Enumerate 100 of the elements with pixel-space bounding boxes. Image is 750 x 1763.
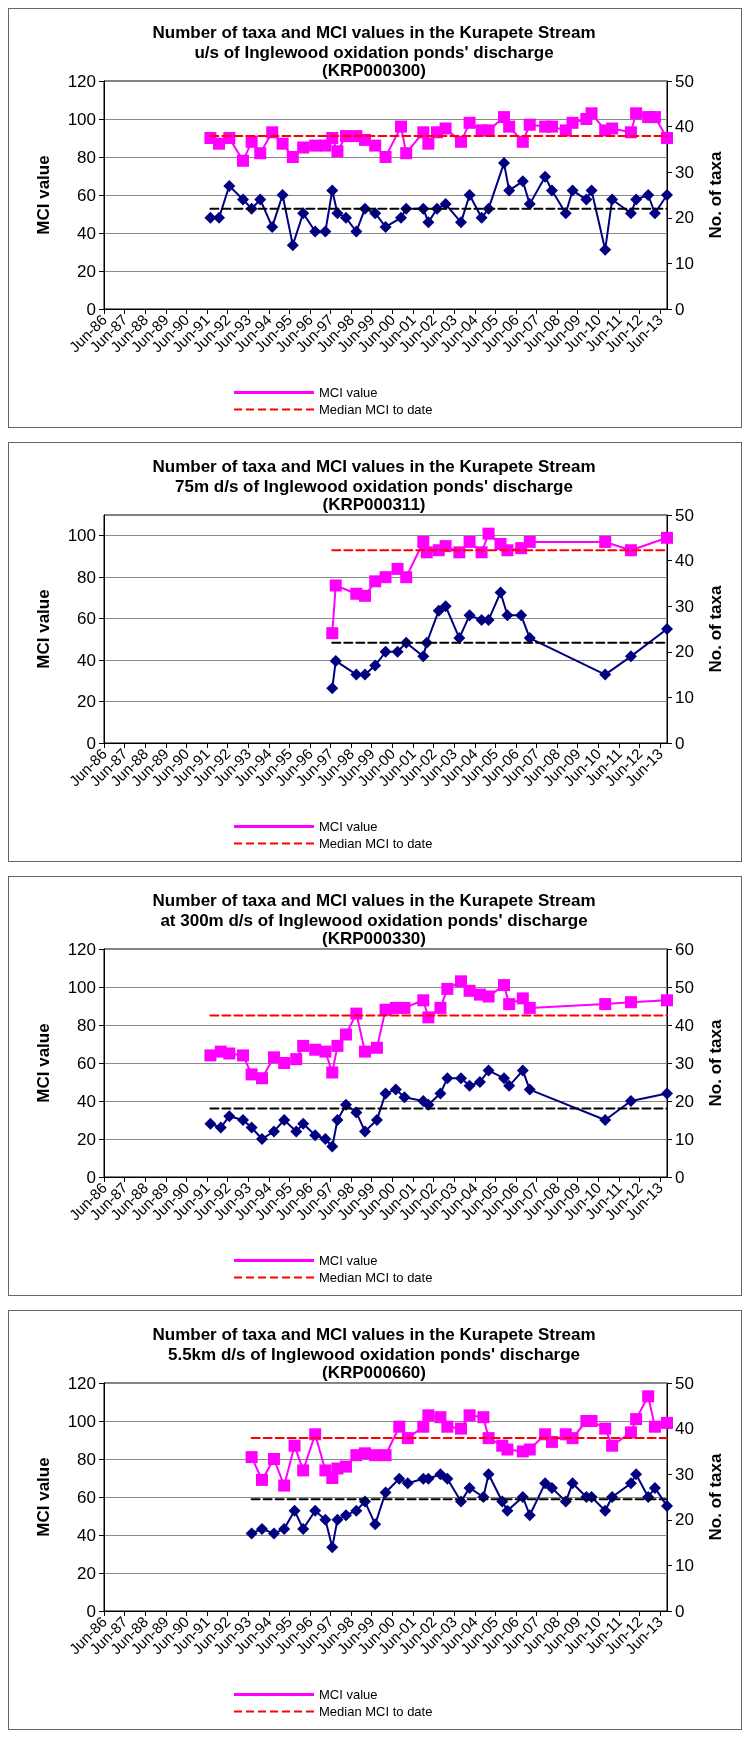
point	[463, 189, 476, 201]
point	[223, 1047, 236, 1060]
y2-tick-label: 40	[675, 1015, 694, 1035]
y2-tick-label: 50	[675, 977, 694, 997]
point	[350, 225, 363, 238]
point	[379, 645, 392, 658]
point	[648, 111, 661, 124]
point	[501, 609, 514, 622]
point	[395, 120, 408, 133]
y2-tick-label: 30	[675, 162, 694, 182]
point	[339, 211, 352, 224]
y-tick-label: 20	[77, 261, 96, 281]
chart-title: Number of taxa and MCI values in the Kurapete Stream 5.5km d/s of Inglewood oxidation ponds' discharge	[152, 1324, 596, 1364]
y2-tick-label: 10	[675, 1555, 694, 1575]
point	[434, 1468, 447, 1481]
point	[245, 1451, 258, 1464]
point	[339, 1460, 352, 1473]
point	[329, 579, 342, 592]
point	[494, 586, 507, 599]
y2-tick-label: 30	[675, 1464, 694, 1484]
point	[503, 184, 516, 197]
point	[278, 1522, 291, 1535]
y-tick-label: 0	[86, 299, 96, 319]
point	[278, 1057, 291, 1069]
point	[523, 1443, 536, 1456]
chart-title: Number of taxa and MCI values in the Kurapete Stream 75m d/s of Inglewood oxidation ponds' discharge	[152, 456, 596, 496]
point	[297, 207, 310, 220]
point	[497, 979, 510, 992]
point	[545, 120, 558, 133]
point	[237, 1049, 249, 1062]
point	[523, 1083, 536, 1096]
y-tick-label: 60	[77, 609, 96, 629]
point	[309, 1504, 322, 1517]
point	[290, 1125, 303, 1138]
y2-tick-label: 0	[675, 299, 685, 319]
point	[379, 1449, 392, 1462]
y-tick-label: 80	[77, 567, 96, 587]
chart-title: Number of taxa and MCI values in the Kurapete Stream at 300m d/s of Inglewood oxidation ponds' discharge	[152, 890, 596, 930]
point	[516, 175, 529, 188]
point	[213, 211, 226, 224]
point	[482, 527, 495, 540]
point	[309, 1129, 322, 1142]
point	[661, 1087, 673, 1100]
point	[473, 1076, 486, 1088]
point	[661, 1500, 673, 1513]
y2-tick-label: 50	[675, 1373, 694, 1393]
point	[599, 998, 612, 1011]
point	[417, 650, 430, 663]
point	[286, 239, 299, 252]
point	[254, 193, 267, 206]
point	[223, 1110, 236, 1123]
y-tick-label: 20	[77, 1129, 96, 1149]
point	[379, 1087, 392, 1100]
point	[642, 1390, 655, 1403]
y-tick-label: 0	[86, 733, 96, 753]
point	[326, 682, 339, 695]
point	[585, 107, 598, 120]
y-tick-label: 40	[77, 650, 96, 670]
y-tick-label: 100	[67, 526, 96, 546]
point	[400, 571, 413, 584]
point	[278, 1479, 291, 1492]
point	[267, 1125, 280, 1138]
point	[482, 1064, 495, 1077]
point	[370, 1114, 383, 1126]
point	[497, 157, 510, 170]
point	[624, 996, 637, 1009]
point	[661, 994, 673, 1007]
point	[516, 135, 529, 148]
point	[223, 179, 236, 192]
point	[523, 535, 536, 548]
y2-tick-label: 40	[675, 1419, 694, 1439]
point	[455, 975, 468, 988]
point	[523, 198, 536, 211]
y-tick-label: 0	[86, 1601, 96, 1621]
point	[288, 1439, 301, 1452]
y2-axis-title: No. of taxa	[706, 1019, 725, 1107]
y-tick-label: 120	[67, 939, 96, 959]
point	[599, 1504, 612, 1517]
legend-label: Median MCI to date	[319, 402, 433, 417]
point	[358, 589, 371, 602]
y2-tick-label: 10	[675, 687, 694, 707]
y-tick-label: 80	[77, 1015, 96, 1035]
point	[256, 1072, 269, 1085]
point	[580, 193, 593, 206]
point	[370, 1041, 383, 1054]
point	[339, 1509, 352, 1522]
y-tick-label: 20	[77, 1563, 96, 1583]
point	[422, 1409, 435, 1422]
point	[297, 1464, 310, 1477]
point	[630, 1413, 643, 1426]
point	[276, 137, 289, 150]
y-axis-title: MCI value	[34, 155, 53, 235]
point	[290, 1053, 303, 1066]
point	[331, 1114, 344, 1126]
point	[256, 1473, 269, 1486]
point	[417, 994, 430, 1007]
point	[599, 668, 612, 681]
point	[559, 207, 572, 220]
y2-tick-label: 10	[675, 253, 694, 273]
point	[319, 225, 332, 238]
